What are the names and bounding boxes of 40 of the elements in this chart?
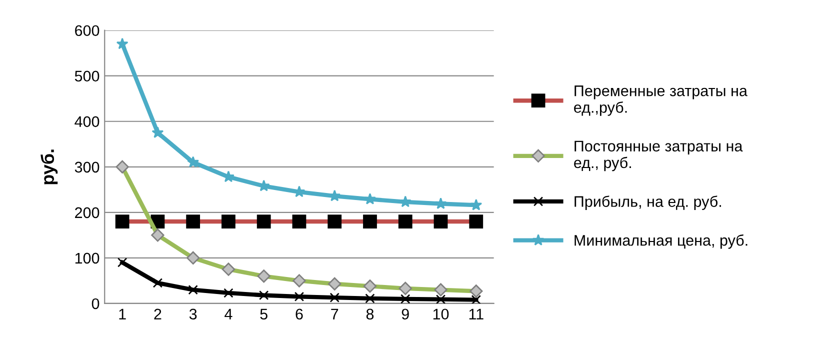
- point: [116, 38, 128, 50]
- x-tick-label: 7: [331, 308, 338, 320]
- point: [470, 198, 482, 210]
- legend-label: Минимальная цена, руб.: [574, 234, 748, 249]
- y-tick-label: 500: [74, 70, 100, 82]
- y-tick-label: 300: [74, 162, 100, 173]
- point: [365, 294, 375, 304]
- y-tick-label: 0: [92, 298, 100, 310]
- point: [152, 126, 164, 138]
- y-axis-title: руб.: [40, 150, 58, 184]
- x-tick-label: 5: [260, 308, 268, 320]
- x-tick-label: 1: [119, 308, 126, 320]
- y-tick-label: 600: [75, 25, 100, 36]
- point: [330, 292, 340, 302]
- x-tick-label: 6: [296, 308, 303, 320]
- point: [294, 292, 304, 302]
- x-tick-label: 8: [366, 308, 374, 320]
- point: [436, 294, 446, 304]
- point: [400, 294, 410, 304]
- y-tick-label: 100: [75, 252, 100, 264]
- y-tick-label: 200: [75, 207, 100, 218]
- point: [258, 290, 269, 300]
- point: [434, 198, 447, 209]
- point: [188, 284, 198, 295]
- y-tick-label: 400: [74, 116, 100, 128]
- point: [364, 192, 376, 204]
- x-tick-label: 11: [469, 308, 484, 320]
- legend-label: Постоянные затраты на ед., руб.: [574, 140, 743, 172]
- point: [187, 156, 200, 168]
- x-tick-label: 10: [433, 308, 449, 320]
- point: [117, 258, 128, 268]
- x-tick-label: 4: [224, 308, 232, 320]
- x-tick-label: 2: [154, 308, 162, 320]
- point: [471, 294, 481, 304]
- legend-label: Прибыль, на ед. руб.: [574, 196, 721, 210]
- x-tick-label: 3: [189, 308, 197, 320]
- point: [224, 288, 234, 298]
- point: [152, 278, 163, 288]
- x-tick-label: 9: [402, 308, 409, 320]
- legend-label: Переменные затраты на ед.,руб.: [574, 86, 748, 116]
